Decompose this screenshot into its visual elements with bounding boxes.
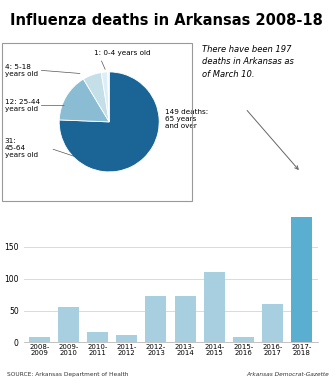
Bar bbox=[233, 337, 254, 342]
Text: 1: 0-4 years old: 1: 0-4 years old bbox=[94, 50, 151, 56]
Bar bbox=[58, 307, 79, 342]
Wedge shape bbox=[108, 72, 109, 122]
Text: Influenza deaths in Arkansas 2008-18: Influenza deaths in Arkansas 2008-18 bbox=[10, 13, 323, 28]
Text: 4: 5-18
years old: 4: 5-18 years old bbox=[5, 63, 38, 77]
Bar bbox=[204, 272, 225, 342]
Bar bbox=[291, 217, 312, 342]
Wedge shape bbox=[59, 79, 109, 122]
Wedge shape bbox=[59, 72, 159, 172]
Text: 31:
45-64
years old: 31: 45-64 years old bbox=[5, 139, 38, 158]
Wedge shape bbox=[101, 72, 109, 122]
Bar bbox=[175, 296, 196, 342]
Bar bbox=[145, 296, 166, 342]
Bar bbox=[116, 335, 137, 342]
Text: 12: 25-44
years old: 12: 25-44 years old bbox=[5, 99, 40, 112]
Text: Arkansas Democrat-Gazette: Arkansas Democrat-Gazette bbox=[247, 372, 329, 377]
Text: 149 deaths:
65 years
and over: 149 deaths: 65 years and over bbox=[165, 109, 208, 129]
Wedge shape bbox=[83, 72, 109, 122]
Bar bbox=[262, 304, 283, 342]
Text: There have been 197
deaths in Arkansas as
of March 10.: There have been 197 deaths in Arkansas a… bbox=[202, 45, 293, 79]
Text: SOURCE: Arkansas Department of Health: SOURCE: Arkansas Department of Health bbox=[7, 372, 128, 377]
Bar bbox=[29, 337, 50, 342]
Bar bbox=[87, 332, 108, 342]
